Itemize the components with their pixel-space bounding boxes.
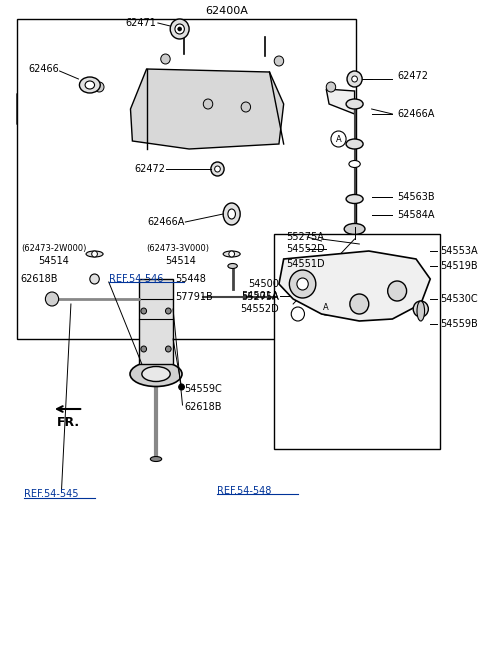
Ellipse shape	[86, 251, 103, 257]
Ellipse shape	[228, 209, 236, 219]
Ellipse shape	[349, 161, 360, 167]
Text: 62618B: 62618B	[21, 274, 58, 284]
Text: 54584A: 54584A	[397, 210, 435, 220]
Text: A: A	[324, 302, 329, 312]
Text: 54519B: 54519B	[440, 261, 477, 271]
Circle shape	[179, 384, 184, 390]
Ellipse shape	[170, 19, 189, 39]
Text: 54501A: 54501A	[241, 291, 279, 301]
Circle shape	[166, 346, 171, 352]
Circle shape	[92, 251, 97, 257]
Circle shape	[161, 54, 170, 64]
Circle shape	[274, 56, 284, 66]
Circle shape	[289, 270, 316, 298]
Circle shape	[319, 299, 334, 315]
Text: 54500: 54500	[248, 279, 279, 289]
Text: 62472: 62472	[134, 164, 166, 174]
Circle shape	[211, 162, 224, 176]
Text: 54551D: 54551D	[287, 259, 325, 269]
Circle shape	[166, 308, 171, 314]
Circle shape	[241, 102, 251, 112]
Circle shape	[352, 76, 358, 82]
Text: 54552D: 54552D	[287, 244, 325, 254]
Bar	[139, 279, 173, 364]
Text: 62466: 62466	[28, 64, 59, 74]
Text: 62472: 62472	[397, 71, 428, 81]
Circle shape	[350, 294, 369, 314]
Polygon shape	[326, 89, 355, 114]
Text: 57791B: 57791B	[175, 292, 213, 302]
Text: REF.54-548: REF.54-548	[217, 486, 272, 496]
Circle shape	[141, 308, 146, 314]
Text: REF.54-546: REF.54-546	[109, 274, 163, 284]
Polygon shape	[131, 69, 284, 149]
Circle shape	[204, 99, 213, 109]
Text: 54514: 54514	[166, 256, 196, 266]
Text: A: A	[336, 134, 341, 144]
Ellipse shape	[223, 203, 240, 225]
Text: 54530C: 54530C	[440, 294, 477, 304]
Ellipse shape	[223, 251, 240, 257]
Circle shape	[178, 27, 181, 31]
Ellipse shape	[85, 81, 95, 89]
Text: (62473-3V000): (62473-3V000)	[146, 244, 210, 254]
Text: 62471: 62471	[125, 18, 156, 28]
Circle shape	[46, 292, 59, 306]
Circle shape	[229, 251, 235, 257]
Text: 62400A: 62400A	[205, 6, 248, 16]
Ellipse shape	[417, 301, 425, 321]
Polygon shape	[66, 34, 355, 189]
Circle shape	[347, 71, 362, 87]
Text: 62466A: 62466A	[147, 217, 184, 227]
Bar	[274, 234, 440, 449]
Text: 54514: 54514	[38, 256, 69, 266]
Ellipse shape	[150, 457, 162, 461]
Circle shape	[388, 281, 407, 301]
Ellipse shape	[79, 77, 100, 93]
Polygon shape	[279, 251, 430, 321]
Circle shape	[95, 82, 104, 92]
Circle shape	[141, 346, 146, 352]
Circle shape	[326, 82, 336, 92]
Ellipse shape	[228, 264, 237, 268]
Text: 55448: 55448	[175, 274, 206, 284]
Ellipse shape	[344, 223, 365, 235]
Ellipse shape	[142, 366, 170, 382]
Text: A: A	[295, 310, 301, 318]
Text: 55275A: 55275A	[241, 292, 279, 302]
Polygon shape	[17, 84, 76, 129]
Circle shape	[215, 166, 220, 172]
Text: 54559C: 54559C	[184, 384, 222, 394]
Circle shape	[291, 307, 304, 321]
Text: 54552D: 54552D	[240, 304, 279, 314]
Bar	[17, 19, 356, 339]
Text: 62618B: 62618B	[184, 402, 222, 412]
Ellipse shape	[346, 139, 363, 149]
Text: (62473-2W000): (62473-2W000)	[21, 244, 86, 254]
Circle shape	[331, 131, 346, 147]
Text: 55275A: 55275A	[287, 232, 324, 242]
Text: REF.54-545: REF.54-545	[24, 489, 78, 499]
Ellipse shape	[130, 362, 182, 386]
Ellipse shape	[346, 99, 363, 109]
Text: 54563B: 54563B	[397, 192, 435, 202]
Circle shape	[413, 301, 428, 317]
Text: 54559B: 54559B	[440, 319, 478, 329]
Circle shape	[297, 278, 308, 290]
Ellipse shape	[175, 24, 184, 34]
Circle shape	[90, 274, 99, 284]
Text: 62466A: 62466A	[397, 109, 434, 119]
Text: FR.: FR.	[57, 416, 80, 428]
Text: 54553A: 54553A	[440, 246, 477, 256]
Ellipse shape	[346, 194, 363, 204]
